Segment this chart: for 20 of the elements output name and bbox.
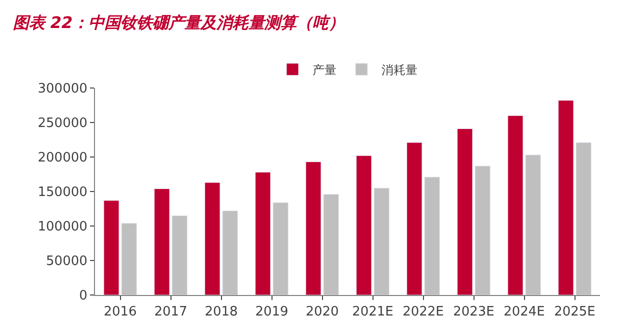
x-tick-label: 2023E <box>453 304 494 320</box>
legend-label: 产量 <box>312 63 336 78</box>
y-tick-label: 100000 <box>38 220 88 235</box>
x-tick-label: 2018 <box>204 304 238 320</box>
x-tick-label: 2019 <box>255 304 288 320</box>
y-tick-label: 300000 <box>38 82 88 97</box>
y-tick-label: 0 <box>79 288 88 304</box>
y-tick-label: 150000 <box>38 185 88 200</box>
x-tick-label: 2016 <box>104 304 137 320</box>
x-tick-label: 2024E <box>504 304 545 320</box>
x-tick-label: 2025E <box>554 304 596 320</box>
x-tick-label: 2020 <box>306 304 339 320</box>
legend-label: 消耗量 <box>382 63 418 78</box>
x-tick-label: 2017 <box>154 304 188 320</box>
x-tick-label: 2021E <box>352 304 394 320</box>
chart-title: 图表 22：中国钕铁硼产量及消耗量测算（吨） <box>12 12 345 32</box>
x-tick-label: 2022E <box>402 304 444 320</box>
y-tick-label: 50000 <box>46 254 88 270</box>
y-tick-label: 200000 <box>38 150 88 166</box>
y-tick-label: 250000 <box>38 116 88 132</box>
